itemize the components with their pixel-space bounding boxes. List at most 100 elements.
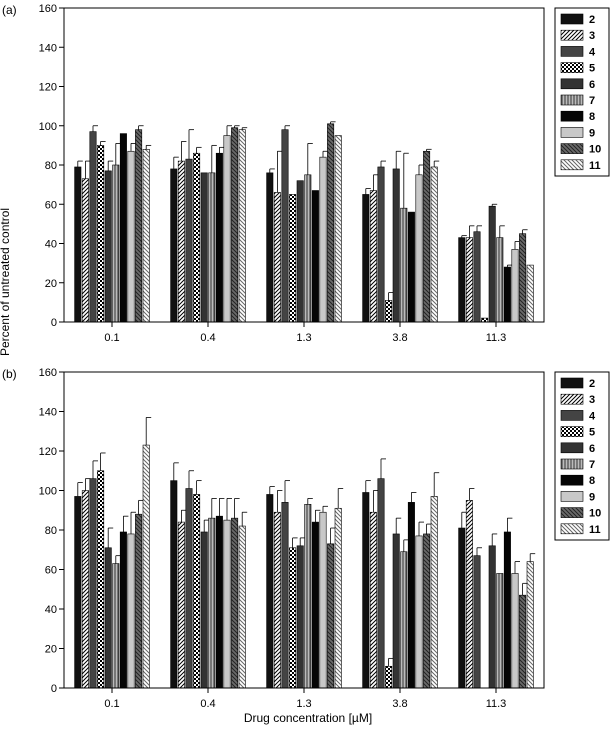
legend-swatch-7 bbox=[560, 458, 584, 470]
y-tick-label: 120 bbox=[39, 82, 57, 94]
bar-series-5 bbox=[97, 145, 105, 323]
bar-series-10 bbox=[423, 533, 431, 689]
bar-series-4 bbox=[89, 131, 97, 323]
legend-label: 3 bbox=[589, 30, 595, 42]
bar-series-11 bbox=[334, 507, 342, 689]
bar-series-9 bbox=[511, 573, 519, 689]
y-tick-label: 40 bbox=[45, 239, 57, 251]
legend-label: 2 bbox=[589, 378, 595, 390]
legend-label: 10 bbox=[589, 144, 601, 156]
y-tick-label: 100 bbox=[39, 486, 57, 498]
legend-swatch-3 bbox=[560, 393, 584, 405]
bar-series-8 bbox=[119, 531, 127, 689]
bar-series-2 bbox=[362, 194, 370, 323]
legend-label: 5 bbox=[589, 427, 595, 439]
bar-series-3 bbox=[273, 511, 281, 689]
y-tick-label: 40 bbox=[45, 604, 57, 616]
bar-series-9 bbox=[223, 135, 231, 323]
panel-a: (a) 0 20 40 60 80 100 120 140 160 0.1 0.4 1.3 3.8 11.3… bbox=[2, 3, 610, 344]
bar-series-6 bbox=[488, 205, 496, 323]
bar-series-9 bbox=[415, 535, 423, 689]
bar-series-5 bbox=[385, 300, 393, 323]
bar-series-11 bbox=[430, 166, 438, 323]
legend-label: 4 bbox=[589, 410, 596, 422]
bar-series-5 bbox=[289, 194, 297, 323]
bar-series-2 bbox=[266, 172, 274, 323]
bar-series-4 bbox=[281, 129, 289, 323]
bar-series-9 bbox=[415, 174, 423, 323]
bar-series-2 bbox=[458, 237, 466, 323]
legend-label: 6 bbox=[589, 79, 595, 91]
bar-series-4 bbox=[185, 488, 193, 689]
bar-series-7 bbox=[304, 174, 312, 323]
bar-series-7 bbox=[400, 207, 408, 323]
y-tick-label: 60 bbox=[45, 199, 57, 211]
y-tick-label: 140 bbox=[39, 407, 57, 419]
plot-frame bbox=[63, 371, 545, 689]
bar-series-10 bbox=[519, 233, 527, 323]
y-tick-label: 80 bbox=[45, 160, 57, 172]
bar-series-2 bbox=[170, 480, 178, 689]
bar-series-3 bbox=[369, 190, 377, 323]
bar-series-3 bbox=[273, 192, 281, 323]
bar-series-8 bbox=[311, 521, 319, 689]
legend-label: 8 bbox=[589, 475, 595, 487]
bar-series-10 bbox=[231, 517, 239, 689]
bar-series-7 bbox=[112, 164, 120, 323]
legend-swatch-5 bbox=[560, 62, 584, 73]
legend-swatch-11 bbox=[560, 523, 584, 535]
bar-series-2 bbox=[266, 494, 274, 689]
legend-swatch-10 bbox=[560, 143, 584, 154]
bar-series-6 bbox=[200, 531, 208, 689]
bar-series-3 bbox=[465, 500, 473, 689]
bar-series-5 bbox=[193, 152, 201, 323]
y-axis-label: Percent of untreated control bbox=[0, 208, 12, 356]
bar-series-9 bbox=[319, 156, 327, 323]
bar-series-8 bbox=[503, 531, 511, 689]
bar-series-8 bbox=[407, 502, 415, 689]
bar-series-6 bbox=[296, 545, 304, 689]
bar-series-11 bbox=[526, 561, 534, 689]
legend-swatch-7 bbox=[560, 94, 584, 106]
bar-series-10 bbox=[135, 129, 143, 323]
x-tick-label: 11.3 bbox=[486, 332, 507, 344]
legend-swatch-6 bbox=[560, 442, 584, 454]
bar-series-4 bbox=[377, 166, 385, 323]
y-tick-label: 140 bbox=[39, 42, 57, 54]
bar-series-6 bbox=[200, 172, 208, 323]
bar-series-5 bbox=[97, 470, 105, 689]
bar-series-6 bbox=[296, 180, 304, 323]
legend-swatch-9 bbox=[560, 491, 584, 502]
bar-series-11 bbox=[142, 149, 150, 323]
y-tick-label: 60 bbox=[45, 565, 57, 577]
legend-swatch-2 bbox=[560, 13, 584, 25]
legend-swatch-6 bbox=[560, 78, 584, 90]
x-tick-label: 11.3 bbox=[486, 698, 507, 710]
bar-series-11 bbox=[430, 496, 438, 689]
bar-series-4 bbox=[185, 158, 193, 323]
x-tick-label: 0.4 bbox=[200, 332, 215, 344]
bar-series-2 bbox=[170, 168, 178, 323]
bar-series-8 bbox=[503, 266, 511, 323]
x-tick-label: 0.4 bbox=[200, 698, 215, 710]
legend-label: 3 bbox=[589, 394, 595, 406]
y-tick-label: 20 bbox=[45, 278, 57, 290]
panel-b: (b) 0 20 40 60 80 100 120 140 160 0.1 0.4 1.3 3.8 11.3… bbox=[2, 367, 610, 710]
bar-series-8 bbox=[215, 515, 223, 689]
y-tick-label: 120 bbox=[39, 446, 57, 458]
legend-label: 4 bbox=[589, 46, 596, 58]
legend-swatch-3 bbox=[560, 29, 584, 41]
bar-series-3 bbox=[81, 178, 89, 323]
bar-series-7 bbox=[400, 551, 408, 689]
bar-series-6 bbox=[488, 545, 496, 689]
x-tick-label: 3.8 bbox=[392, 698, 407, 710]
bar-series-10 bbox=[423, 150, 431, 323]
bar-series-4 bbox=[377, 478, 385, 689]
legend-label: 11 bbox=[589, 160, 601, 172]
bar-series-4 bbox=[473, 231, 481, 323]
bar-series-8 bbox=[215, 152, 223, 323]
y-tick-label: 0 bbox=[51, 317, 57, 329]
x-tick-label: 1.3 bbox=[296, 332, 311, 344]
bar-series-4 bbox=[89, 478, 97, 689]
y-tick-label: 100 bbox=[39, 121, 57, 133]
